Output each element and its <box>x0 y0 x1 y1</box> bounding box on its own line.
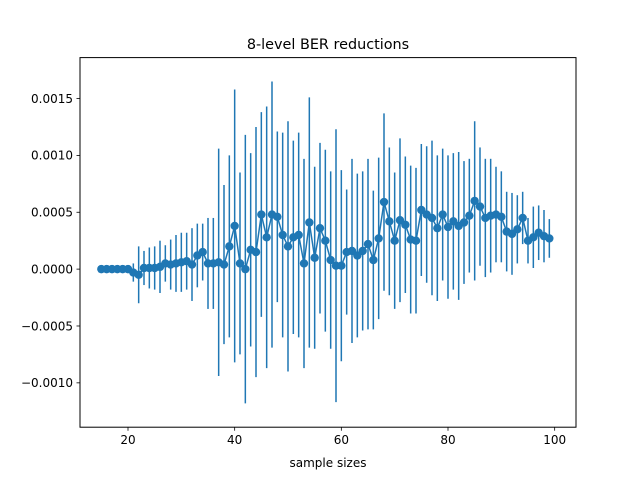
y-tick-label: 0.0005 <box>31 206 73 220</box>
data-point <box>545 234 554 243</box>
data-point <box>518 213 527 223</box>
data-point <box>187 260 197 269</box>
data-point <box>262 233 271 242</box>
data-point <box>459 218 469 227</box>
chart-title: 8-level BER reductions <box>247 37 409 53</box>
data-point <box>374 234 383 243</box>
data-point <box>427 213 437 223</box>
data-point <box>278 230 287 240</box>
y-axis: −0.0010 −0.0005 0.0000 0.0005 0.0010 0.0015 <box>21 92 80 390</box>
data-point <box>310 253 319 262</box>
data-point <box>470 196 479 206</box>
data-point <box>230 221 239 231</box>
axes-frame <box>79 57 577 428</box>
y-tick-label: −0.0005 <box>21 319 73 333</box>
data-point <box>337 261 346 270</box>
data-point <box>235 259 245 268</box>
data-point <box>134 270 143 280</box>
data-point <box>475 202 485 211</box>
y-tick-label: −0.0010 <box>21 376 73 390</box>
data-point <box>465 211 474 220</box>
data-point <box>198 247 207 257</box>
data-point <box>385 217 394 226</box>
data-point <box>363 239 373 249</box>
data-point <box>497 212 506 222</box>
x-axis-title: sample sizes <box>290 456 367 470</box>
data-point <box>438 210 447 219</box>
data-point <box>257 210 266 219</box>
y-tick-label: 0.0010 <box>31 149 73 163</box>
data-point <box>513 225 522 234</box>
data-point <box>225 242 234 251</box>
data-point <box>283 242 293 251</box>
data-point <box>241 264 250 274</box>
data-point <box>326 255 335 265</box>
x-tick-label: 60 <box>334 433 349 447</box>
data-point <box>433 223 442 233</box>
data-point <box>369 255 378 265</box>
data-point <box>443 222 453 232</box>
data-point <box>219 260 229 269</box>
x-tick-label: 40 <box>227 433 242 447</box>
data-point <box>273 212 282 222</box>
x-tick-label: 100 <box>543 433 566 447</box>
data-point <box>305 218 314 227</box>
data-point <box>401 220 410 229</box>
data-point <box>251 247 261 257</box>
data-point <box>315 223 325 233</box>
data-point <box>358 246 367 256</box>
data-point <box>379 197 389 207</box>
data-point <box>411 236 421 245</box>
x-axis: 20 40 60 80 100 <box>120 427 566 447</box>
data-point <box>299 259 309 268</box>
y-tick-label: 0.0015 <box>31 92 73 106</box>
series-0 <box>97 81 554 404</box>
x-tick-label: 20 <box>120 433 135 447</box>
x-tick-label: 80 <box>440 433 455 447</box>
y-tick-label: 0.0000 <box>31 262 73 276</box>
data-point <box>294 230 303 240</box>
data-point <box>390 236 399 245</box>
data-point <box>321 236 330 245</box>
plot-area <box>97 81 554 404</box>
